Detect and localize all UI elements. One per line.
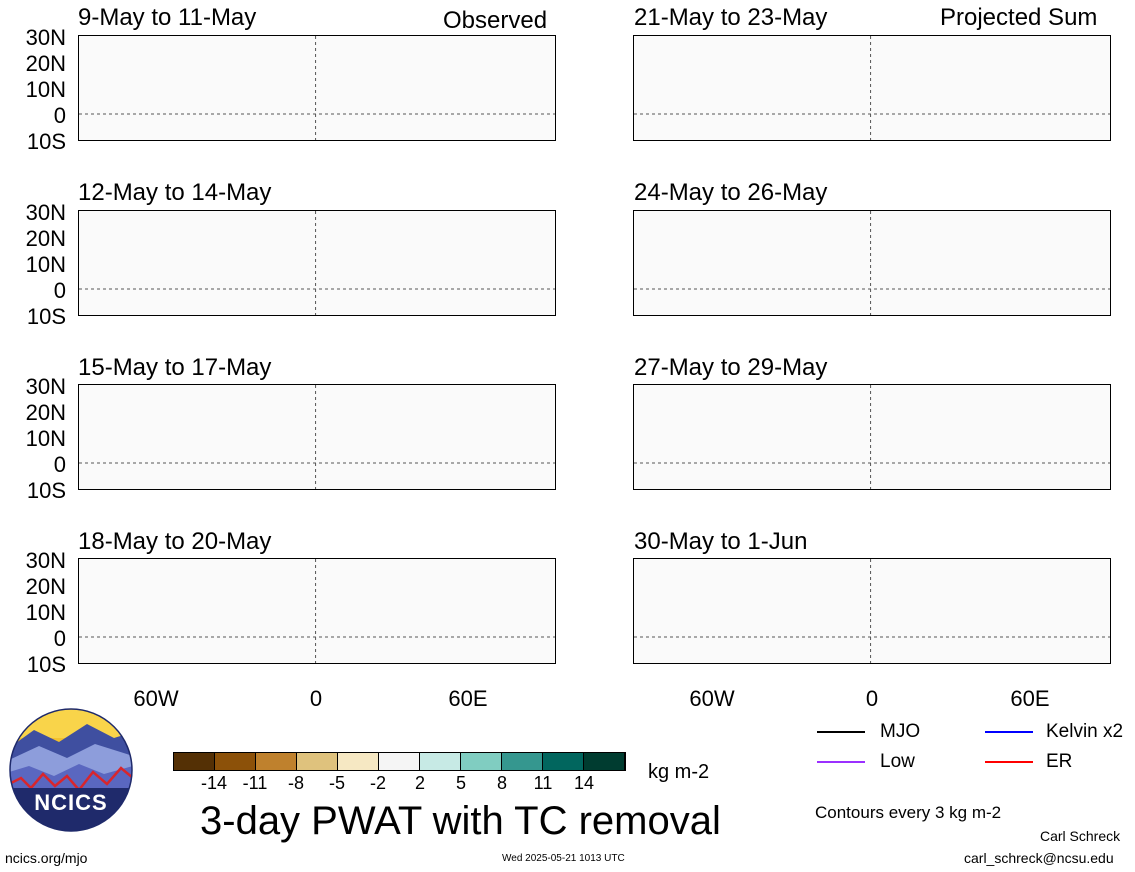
colorbar-tick-label: 14 [573, 773, 595, 793]
legend-label: ER [1046, 751, 1073, 772]
panel-title: 24-May to 26-May [634, 179, 828, 206]
colorbar-tick-label: -2 [369, 773, 386, 793]
projected-label: Projected Sum [940, 4, 1098, 31]
panel-title: 15-May to 17-May [78, 354, 272, 381]
ncics-logo: NCICS [9, 708, 133, 832]
lon-label: 60W [133, 686, 179, 711]
footer-timestamp: Wed 2025-05-21 1013 UTC [502, 853, 625, 864]
panel-title: 27-May to 29-May [634, 354, 828, 381]
colorbar-swatch [174, 753, 215, 770]
colorbar-swatch [215, 753, 256, 770]
observed-label: Observed [443, 7, 548, 34]
legend-label: Low [880, 751, 915, 772]
legend-swatch-mjo [817, 731, 865, 733]
lat-label: 0 [53, 278, 66, 303]
map-graticule [79, 36, 555, 140]
map-graticule [634, 211, 1110, 315]
lat-label: 10S [26, 478, 66, 503]
map-graticule [79, 211, 555, 315]
footer-email: carl_schreck@ncsu.edu [964, 850, 1114, 866]
colorbar-units: kg m-2 [648, 761, 710, 783]
map-panel [78, 384, 556, 490]
map-panel [633, 35, 1111, 141]
colorbar [173, 752, 626, 771]
lat-label: 20N [25, 400, 66, 425]
map-graticule [634, 385, 1110, 489]
panel-title: 9-May to 11-May [78, 4, 257, 31]
footer-url: ncics.org/mjo [5, 850, 88, 866]
lat-label: 30N [25, 200, 66, 225]
legend-label: MJO [880, 721, 921, 742]
lon-label: 60E [448, 686, 488, 711]
colorbar-tick-label: 5 [455, 773, 466, 793]
legend-swatch-low [817, 761, 865, 763]
lat-label: 0 [53, 452, 66, 477]
colorbar-tick-label: -14 [200, 773, 227, 793]
map-panel [633, 210, 1111, 316]
panel-title: 18-May to 20-May [78, 528, 272, 555]
contour-note: Contours every 3 kg m-2 [815, 803, 1002, 822]
logo-text: NCICS [34, 790, 108, 815]
lat-label: 20N [25, 574, 66, 599]
lat-label: 0 [53, 103, 66, 128]
lat-label: 10S [26, 304, 66, 329]
map-panel [633, 384, 1111, 490]
colorbar-tick-label: -11 [242, 773, 268, 793]
lat-label: 10N [25, 77, 66, 102]
panel-title: 21-May to 23-May [634, 4, 828, 31]
lat-label: 10S [26, 129, 66, 154]
legend-swatch-er [985, 761, 1033, 763]
footer-author: Carl Schreck [1040, 828, 1121, 844]
lat-label: 30N [25, 374, 66, 399]
colorbar-swatch [297, 753, 338, 770]
colorbar-tick-label: -8 [287, 773, 304, 793]
map-panel [78, 558, 556, 664]
lat-label: 20N [25, 226, 66, 251]
map-panel [78, 210, 556, 316]
map-panel [78, 35, 556, 141]
lat-label: 10S [26, 652, 66, 677]
map-graticule [634, 559, 1110, 663]
lon-label: 60W [689, 686, 735, 711]
lat-label: 10N [25, 252, 66, 277]
map-graticule [79, 559, 555, 663]
colorbar-swatch [584, 753, 625, 770]
legend-label: Kelvin x2 [1046, 721, 1124, 742]
map-graticule [79, 385, 555, 489]
lon-label: 0 [309, 686, 323, 711]
legend-swatch-kelvin [985, 731, 1033, 733]
colorbar-tick-label: -5 [328, 773, 345, 793]
colorbar-tick-label: 8 [496, 773, 507, 793]
colorbar-swatch [502, 753, 543, 770]
colorbar-swatch [338, 753, 379, 770]
panel-title: 12-May to 14-May [78, 179, 272, 206]
colorbar-swatch [379, 753, 420, 770]
lat-label: 30N [25, 548, 66, 573]
panel-title: 30-May to 1-Jun [634, 528, 808, 555]
figure-title: 3-day PWAT with TC removal [200, 799, 721, 843]
map-graticule [634, 36, 1110, 140]
lat-label: 20N [25, 51, 66, 76]
colorbar-tick-label: 2 [414, 773, 425, 793]
lat-label: 0 [53, 626, 66, 651]
lon-label: 60E [1010, 686, 1050, 711]
colorbar-swatch [256, 753, 297, 770]
lat-label: 10N [25, 426, 66, 451]
map-panel [633, 558, 1111, 664]
colorbar-swatch [543, 753, 584, 770]
colorbar-swatch [420, 753, 461, 770]
colorbar-swatch [461, 753, 502, 770]
lon-label: 0 [865, 686, 879, 711]
colorbar-tick-label: 11 [533, 773, 553, 793]
lat-label: 10N [25, 600, 66, 625]
lat-label: 30N [25, 25, 66, 50]
